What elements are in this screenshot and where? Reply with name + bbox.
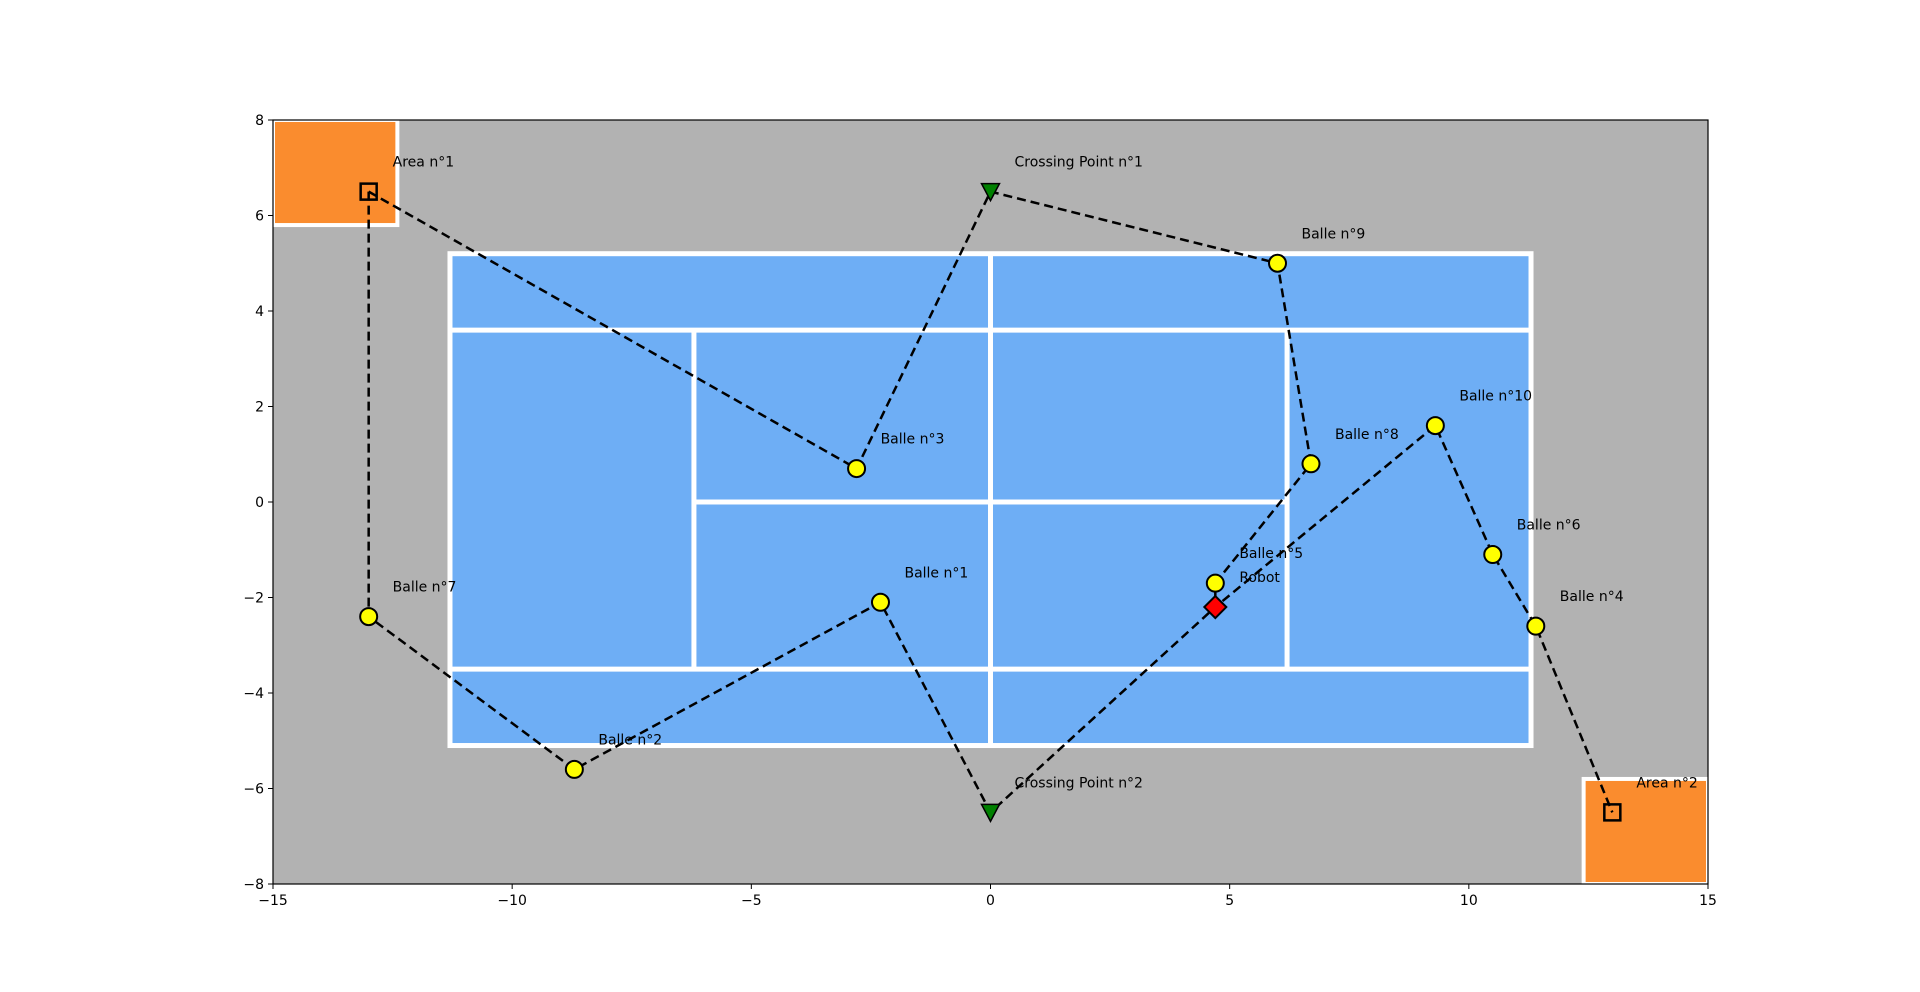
ball-label-6: Balle n°6 [1517, 518, 1581, 534]
y-tick-label: −2 [243, 591, 264, 607]
crossing-point-marker-1 [980, 182, 1001, 203]
x-tick-label: 10 [1460, 893, 1478, 909]
y-tick-label: 8 [255, 113, 264, 129]
ball-marker-2 [564, 759, 584, 779]
ball-label-1: Balle n°1 [904, 565, 968, 581]
ball-label-4: Balle n°4 [1560, 589, 1624, 605]
ball-marker-7 [359, 607, 379, 627]
y-tick-label: −8 [243, 877, 264, 893]
y-tick-label: 0 [255, 495, 264, 511]
area-zone-1 [273, 120, 400, 228]
ball-label-9: Balle n°9 [1302, 226, 1366, 242]
ball-marker-1 [870, 592, 890, 612]
ball-marker-6 [1483, 545, 1503, 565]
x-tick-label: −5 [741, 893, 762, 909]
ball-label-7: Balle n°7 [393, 580, 457, 596]
area-zone-2 [1581, 776, 1708, 884]
area-label-2: Area n°2 [1636, 775, 1697, 791]
crossing-point-label-1: Crossing Point n°1 [1015, 155, 1143, 171]
area-marker-1 [359, 182, 378, 201]
y-tick-label: 4 [255, 304, 264, 320]
ball-label-2: Balle n°2 [598, 732, 662, 748]
crossing-point-marker-2 [980, 803, 1001, 823]
ball-marker-9 [1268, 253, 1287, 273]
ball-label-8: Balle n°8 [1335, 427, 1399, 443]
robot-label: Robot [1239, 570, 1280, 586]
x-tick-label: 5 [1225, 893, 1234, 909]
robot-path-line-2 [367, 191, 1217, 815]
ball-marker-8 [1301, 454, 1321, 474]
x-tick-label: 0 [986, 893, 995, 909]
y-tick-label: −4 [243, 686, 264, 702]
x-tick-label: 15 [1699, 893, 1717, 909]
ball-marker-10 [1425, 416, 1445, 436]
area-marker-2 [1603, 803, 1622, 822]
x-tick-label: −10 [497, 893, 527, 909]
y-tick-label: −6 [243, 782, 264, 798]
crossing-point-label-2: Crossing Point n°2 [1015, 775, 1143, 791]
y-tick-label: 2 [255, 400, 264, 416]
ball-marker-5 [1205, 573, 1225, 593]
robot-marker [1202, 594, 1228, 620]
ball-label-3: Balle n°3 [881, 432, 945, 448]
y-tick-label: 6 [255, 209, 264, 225]
ball-label-5: Balle n°5 [1239, 546, 1303, 562]
ball-marker-3 [847, 459, 867, 479]
area-label-1: Area n°1 [393, 155, 454, 171]
ball-label-10: Balle n°10 [1459, 389, 1532, 405]
ball-marker-4 [1526, 616, 1546, 636]
x-tick-label: −15 [258, 893, 288, 909]
